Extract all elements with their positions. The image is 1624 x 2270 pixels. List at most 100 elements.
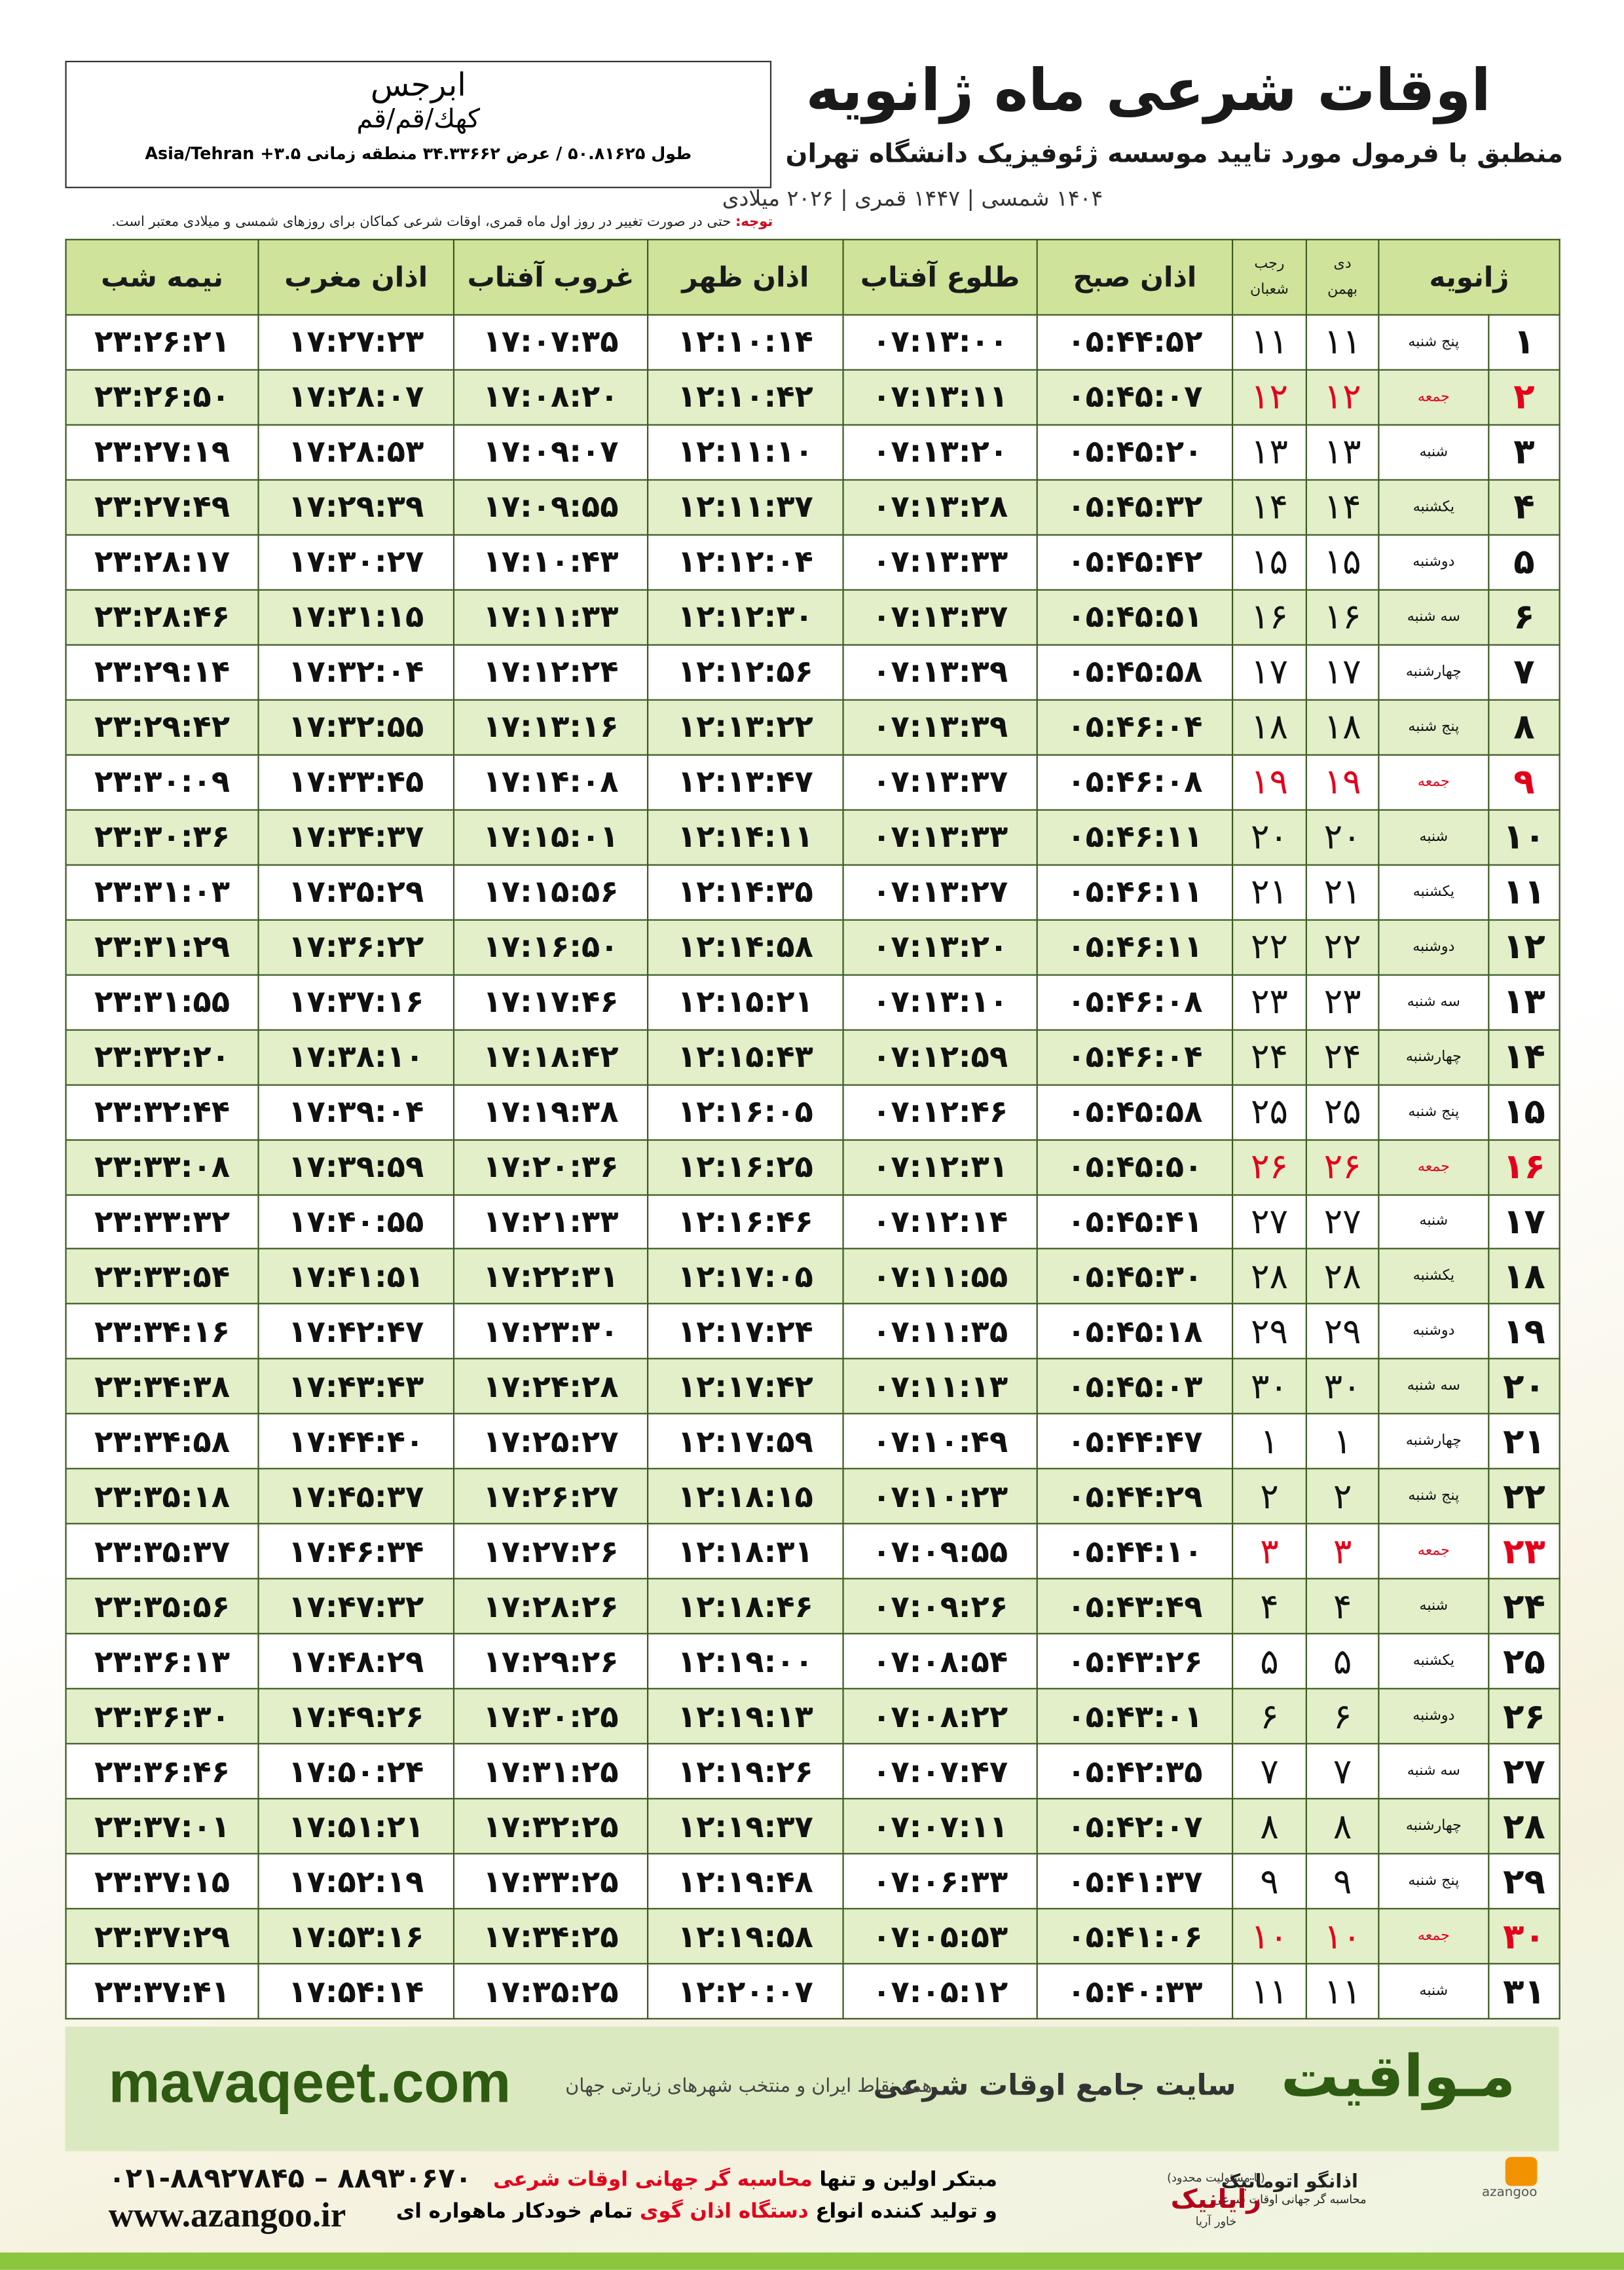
prayer-time: ۲۳:۳۷:۲۹ — [65, 1908, 259, 1965]
table-row: ۱۴ چهارشنبه ۲۴ ۲۴ ۰۵:۴۶:۰۴ ۰۷:۱۲:۵۹ ۱۲:۱۵:۴۳ ۱۷… — [65, 1028, 1560, 1085]
prayer-time: ۱۲:۱۱:۱۰ — [647, 424, 844, 481]
prayer-time: ۰۵:۴۶:۰۸ — [1036, 973, 1234, 1030]
prayer-time: ۲۳:۳۷:۰۱ — [65, 1798, 259, 1855]
table-row: ۵ دوشنبه ۱۵ ۱۵ ۰۵:۴۵:۴۲ ۰۷:۱۳:۳۳ ۱۲:۱۲:۰۴ ۱۷:۱۰… — [65, 534, 1560, 591]
rayanik-logo: (با مسئولیت محدود) رایانیک خاور آریا — [1167, 2172, 1265, 2228]
prayer-time: ۲۳:۳۰:۳۶ — [65, 808, 259, 866]
prayer-time: ۱۷:۳۲:۲۵ — [452, 1798, 649, 1855]
subtitle: منطبق با فرمول مورد تایید موسسه ژئوفیزیک… — [785, 139, 1564, 170]
prayer-time: ۱۲:۱۶:۰۵ — [647, 1083, 844, 1140]
hijri-shamsi-day: ۲۱ — [1305, 863, 1380, 921]
prayer-time: ۰۵:۴۵:۵۱ — [1036, 589, 1234, 646]
hijri-shamsi-day: ۲۹ — [1305, 1303, 1380, 1360]
prayer-time: ۲۳:۲۷:۴۹ — [65, 479, 259, 536]
prayer-time: ۱۷:۲۷:۲۳ — [257, 314, 455, 371]
hijri-shamsi-day: ۱۸ — [1305, 699, 1380, 756]
site-url[interactable]: mavaqeet.com — [108, 2051, 511, 2115]
prayer-time: ۰۷:۱۳:۰۰ — [842, 314, 1038, 371]
weekday: پنج شنبه — [1378, 699, 1490, 756]
weekday: چهارشنبه — [1378, 1028, 1490, 1085]
prayer-time: ۲۳:۳۳:۰۸ — [65, 1138, 259, 1195]
prayer-time: ۲۳:۲۶:۲۱ — [65, 314, 259, 371]
prayer-time: ۱۷:۴۱:۵۱ — [257, 1248, 455, 1305]
prayer-time: ۰۷:۰۵:۱۲ — [842, 1963, 1038, 2020]
hijri-shamsi-day: ۲۰ — [1305, 808, 1380, 866]
table-row: ۲۹ پنج شنبه ۹ ۹ ۰۵:۴۱:۳۷ ۰۷:۰۶:۳۳ ۱۲:۱۹:۴۸ ۱۷:۳… — [65, 1853, 1560, 1910]
hijri-shamsi-day: ۲۸ — [1231, 1248, 1307, 1305]
logo-tag: محاسبه گر جهانی اوقات شرعی — [1213, 2193, 1367, 2206]
hijri-shamsi-day: ۱۷ — [1305, 644, 1380, 701]
prayer-time: ۲۳:۳۴:۵۸ — [65, 1413, 259, 1470]
prayer-time: ۱۲:۱۹:۵۸ — [647, 1908, 844, 1965]
prayer-time: ۰۷:۱۳:۳۳ — [842, 808, 1038, 866]
hijri-shamsi-day: ۱۰ — [1305, 1908, 1380, 1965]
hijri-shamsi-day: ۸ — [1305, 1798, 1380, 1855]
hijri-shamsi-day: ۱۵ — [1231, 534, 1307, 591]
prayer-time: ۰۵:۴۵:۴۲ — [1036, 534, 1234, 591]
prayer-time: ۱۷:۱۵:۵۶ — [452, 863, 649, 921]
prayer-time: ۱۷:۵۱:۲۱ — [257, 1798, 455, 1855]
prayer-time: ۱۲:۱۷:۴۲ — [647, 1358, 844, 1415]
hijri-shamsi-day: ۶ — [1305, 1688, 1380, 1745]
table-row: ۶ سه شنبه ۱۶ ۱۶ ۰۵:۴۵:۵۱ ۰۷:۱۳:۳۷ ۱۲:۱۲:۳۰ ۱۷:۱… — [65, 589, 1560, 646]
prayer-time: ۰۷:۱۳:۲۷ — [842, 863, 1038, 921]
weekday: جمعه — [1378, 754, 1490, 811]
prayer-time: ۰۷:۰۶:۳۳ — [842, 1853, 1038, 1910]
prayer-time: ۰۵:۴۵:۰۷ — [1036, 369, 1234, 426]
prayer-time: ۱۷:۴۲:۴۷ — [257, 1303, 455, 1360]
hijri-shamsi-day: ۱۲ — [1305, 369, 1380, 426]
prayer-time: ۱۷:۱۷:۴۶ — [452, 973, 649, 1030]
hijri-shamsi-day: ۱۶ — [1305, 589, 1380, 646]
weekday: چهارشنبه — [1378, 644, 1490, 701]
column-header: اذان مغرب — [257, 238, 455, 316]
hijri-shamsi-day: ۱۹ — [1231, 754, 1307, 811]
weekday: یکشنبه — [1378, 863, 1490, 921]
prayer-time: ۱۷:۳۱:۲۵ — [452, 1743, 649, 1800]
promo-line: مبتکر اولین و تنها محاسبه گر جهانی اوقات… — [493, 2168, 997, 2191]
prayer-time: ۱۲:۱۷:۰۵ — [647, 1248, 844, 1305]
day-number: ۳۱ — [1488, 1963, 1560, 2020]
day-number: ۵ — [1488, 534, 1560, 591]
website[interactable]: www.azangoo.ir — [108, 2197, 346, 2235]
weekday: دوشنبه — [1378, 918, 1490, 975]
prayer-time: ۰۵:۴۰:۳۳ — [1036, 1963, 1234, 2020]
table-row: ۲۸ چهارشنبه ۸ ۸ ۰۵:۴۲:۰۷ ۰۷:۰۷:۱۱ ۱۲:۱۹:۳۷ ۱۷:۳… — [65, 1798, 1560, 1855]
hijri-shamsi-day: ۱ — [1231, 1413, 1307, 1470]
column-header: غروب آفتاب — [452, 238, 649, 316]
day-number: ۱۰ — [1488, 808, 1560, 866]
hijri-shamsi-day: ۲۳ — [1231, 973, 1307, 1030]
table-row: ۱۱ یکشنبه ۲۱ ۲۱ ۰۵:۴۶:۱۱ ۰۷:۱۳:۲۷ ۱۲:۱۴:۳۵ ۱۷:۱… — [65, 863, 1560, 921]
day-number: ۱۶ — [1488, 1138, 1560, 1195]
hijri-shamsi-day: ۲ — [1305, 1468, 1380, 1525]
prayer-time: ۱۲:۱۶:۲۵ — [647, 1138, 844, 1195]
table-row: ۳ شنبه ۱۳ ۱۳ ۰۵:۴۵:۲۰ ۰۷:۱۳:۲۰ ۱۲:۱۱:۱۰ ۱۷:۰۹:۰… — [65, 424, 1560, 481]
header-top: رجب — [1254, 255, 1285, 272]
prayer-time: ۱۲:۱۹:۰۰ — [647, 1633, 844, 1690]
prayer-time: ۰۷:۱۲:۳۱ — [842, 1138, 1038, 1195]
day-number: ۸ — [1488, 699, 1560, 756]
hijri-shamsi-day: ۲۷ — [1231, 1193, 1307, 1250]
prayer-time: ۱۷:۱۴:۰۸ — [452, 754, 649, 811]
prayer-time: ۲۳:۳۳:۵۴ — [65, 1248, 259, 1305]
prayer-time: ۰۷:۱۳:۲۰ — [842, 424, 1038, 481]
prayer-time: ۱۲:۱۵:۲۱ — [647, 973, 844, 1030]
weekday: سه شنبه — [1378, 589, 1490, 646]
hijri-shamsi-day: ۱ — [1305, 1413, 1380, 1470]
prayer-time: ۱۷:۱۹:۳۸ — [452, 1083, 649, 1140]
table-row: ۱۸ یکشنبه ۲۸ ۲۸ ۰۵:۴۵:۳۰ ۰۷:۱۱:۵۵ ۱۲:۱۷:۰۵ ۱۷:۲… — [65, 1248, 1560, 1305]
prayer-time: ۱۷:۲۶:۲۷ — [452, 1468, 649, 1525]
day-number: ۲۹ — [1488, 1853, 1560, 1910]
hijri-shamsi-day: ۲۶ — [1231, 1138, 1307, 1195]
day-number: ۷ — [1488, 644, 1560, 701]
prayer-time: ۲۳:۳۷:۴۱ — [65, 1963, 259, 2020]
prayer-time: ۱۷:۲۸:۵۳ — [257, 424, 455, 481]
weekday: جمعه — [1378, 369, 1490, 426]
weekday: پنج شنبه — [1378, 1468, 1490, 1525]
prayer-time: ۰۷:۱۳:۲۸ — [842, 479, 1038, 536]
prayer-time: ۰۷:۱۲:۵۹ — [842, 1028, 1038, 1085]
prayer-time: ۱۲:۱۷:۲۴ — [647, 1303, 844, 1360]
hijri-shamsi-day: ۱۳ — [1305, 424, 1380, 481]
prayer-time: ۱۲:۱۷:۵۹ — [647, 1413, 844, 1470]
prayer-time: ۱۷:۳۲:۰۴ — [257, 644, 455, 701]
day-number: ۲۶ — [1488, 1688, 1560, 1745]
